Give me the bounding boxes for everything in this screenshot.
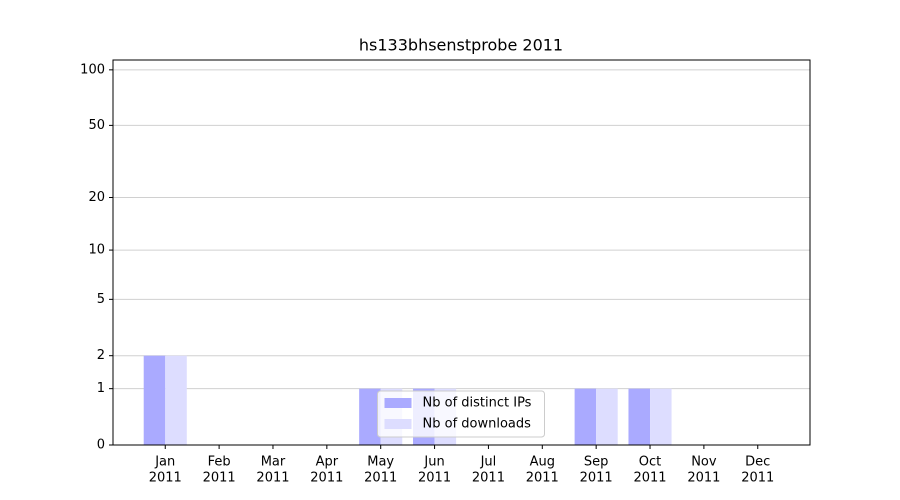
x-tick-label: 2011 bbox=[203, 471, 236, 486]
chart-title: hs133bhsenstprobe 2011 bbox=[359, 36, 563, 55]
x-tick-label: Apr bbox=[316, 455, 339, 470]
x-tick-label: Jan bbox=[154, 455, 175, 470]
bar bbox=[596, 388, 618, 445]
bar bbox=[359, 388, 381, 445]
x-tick-label: 2011 bbox=[472, 471, 505, 486]
y-tick-label: 5 bbox=[97, 292, 105, 307]
legend-label: Nb of downloads bbox=[423, 417, 532, 432]
y-tick-label: 100 bbox=[80, 62, 105, 77]
legend-swatch bbox=[384, 398, 412, 408]
x-tick-label: Dec bbox=[745, 455, 770, 470]
y-tick-label: 1 bbox=[97, 381, 105, 396]
x-tick-label: May bbox=[367, 455, 394, 470]
x-tick-label: 2011 bbox=[418, 471, 451, 486]
x-tick-label: 2011 bbox=[526, 471, 559, 486]
y-tick-label: 2 bbox=[97, 348, 105, 363]
legend-label: Nb of distinct IPs bbox=[423, 396, 532, 411]
x-tick-label: Aug bbox=[530, 455, 555, 470]
y-tick-label: 20 bbox=[88, 190, 105, 205]
bar bbox=[650, 388, 672, 445]
x-tick-label: Sep bbox=[584, 455, 609, 470]
x-tick-label: 2011 bbox=[687, 471, 720, 486]
x-tick-label: 2011 bbox=[741, 471, 774, 486]
legend-box bbox=[377, 390, 545, 438]
legend: Nb of distinct IPs Nb of downloads bbox=[377, 390, 545, 438]
bar bbox=[165, 355, 187, 445]
x-tick-label: 2011 bbox=[580, 471, 613, 486]
y-tick-label: 10 bbox=[88, 243, 105, 258]
x-tick-label: 2011 bbox=[364, 471, 397, 486]
bar bbox=[143, 355, 166, 445]
x-tick-label: Oct bbox=[639, 455, 661, 470]
x-tick-label: Nov bbox=[691, 455, 717, 470]
x-tick-label: 2011 bbox=[149, 471, 182, 486]
x-tick-label: 2011 bbox=[633, 471, 666, 486]
legend-swatch bbox=[384, 419, 412, 429]
x-tick-label: Feb bbox=[208, 455, 231, 470]
bar bbox=[628, 388, 651, 445]
plot-frame bbox=[112, 59, 811, 446]
x-tick-label: Jun bbox=[423, 455, 444, 470]
y-tick-label: 50 bbox=[88, 118, 105, 133]
x-tick-label: Mar bbox=[261, 455, 286, 470]
x-tick-label: Jul bbox=[480, 455, 497, 470]
x-tick-label: 2011 bbox=[256, 471, 289, 486]
x-tick-label: 2011 bbox=[310, 471, 343, 486]
y-tick-label: 0 bbox=[97, 438, 105, 453]
bar bbox=[574, 388, 597, 445]
